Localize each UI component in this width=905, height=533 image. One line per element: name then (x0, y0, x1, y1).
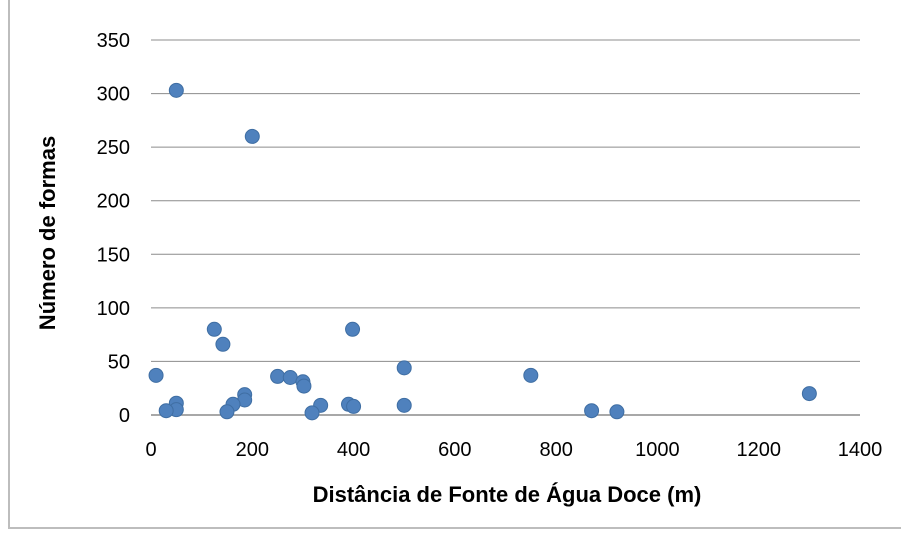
x-tick-label: 400 (337, 439, 370, 461)
data-point (244, 128, 260, 144)
gridlines (151, 39, 860, 416)
data-point (304, 405, 320, 421)
data-point (396, 360, 412, 376)
x-tick-label: 1000 (635, 439, 680, 461)
data-point (346, 398, 362, 414)
data-point (158, 403, 174, 419)
x-tick-label: 800 (539, 439, 572, 461)
y-axis-label: Número de formas (35, 136, 60, 330)
x-tick-label: 1400 (838, 439, 883, 461)
data-points (148, 82, 817, 421)
y-tick-label: 50 (108, 351, 130, 373)
chart-frame (8, 0, 901, 529)
data-point (219, 404, 235, 420)
data-point (584, 403, 600, 419)
x-tick-label: 600 (438, 439, 471, 461)
data-point (523, 367, 539, 383)
y-tick-label: 150 (97, 244, 130, 266)
y-tick-label: 200 (97, 191, 130, 213)
x-tick-label: 200 (236, 439, 269, 461)
data-point (801, 386, 817, 402)
data-point (282, 370, 298, 385)
x-tick-label: 0 (145, 439, 156, 461)
x-tick-label: 1200 (736, 439, 781, 461)
data-point (270, 368, 286, 384)
y-tick-label: 0 (119, 405, 130, 427)
data-point (609, 404, 625, 420)
data-point (296, 378, 312, 394)
data-point (168, 82, 184, 98)
y-tick-label: 250 (97, 137, 130, 159)
y-tick-label: 100 (97, 298, 130, 320)
data-point (345, 321, 361, 337)
data-point (206, 321, 222, 337)
data-point (215, 336, 231, 352)
data-point (396, 397, 412, 413)
y-tick-label: 300 (97, 84, 130, 106)
data-point (148, 367, 164, 383)
x-axis-label: Distância de Fonte de Água Doce (m) (313, 482, 702, 507)
y-tick-label: 350 (97, 30, 130, 52)
x-axis-ticks: 0 200 400 600 800 1000 1200 1400 (145, 439, 882, 461)
y-axis-ticks: 0 50 100 150 200 250 300 350 (97, 30, 130, 427)
